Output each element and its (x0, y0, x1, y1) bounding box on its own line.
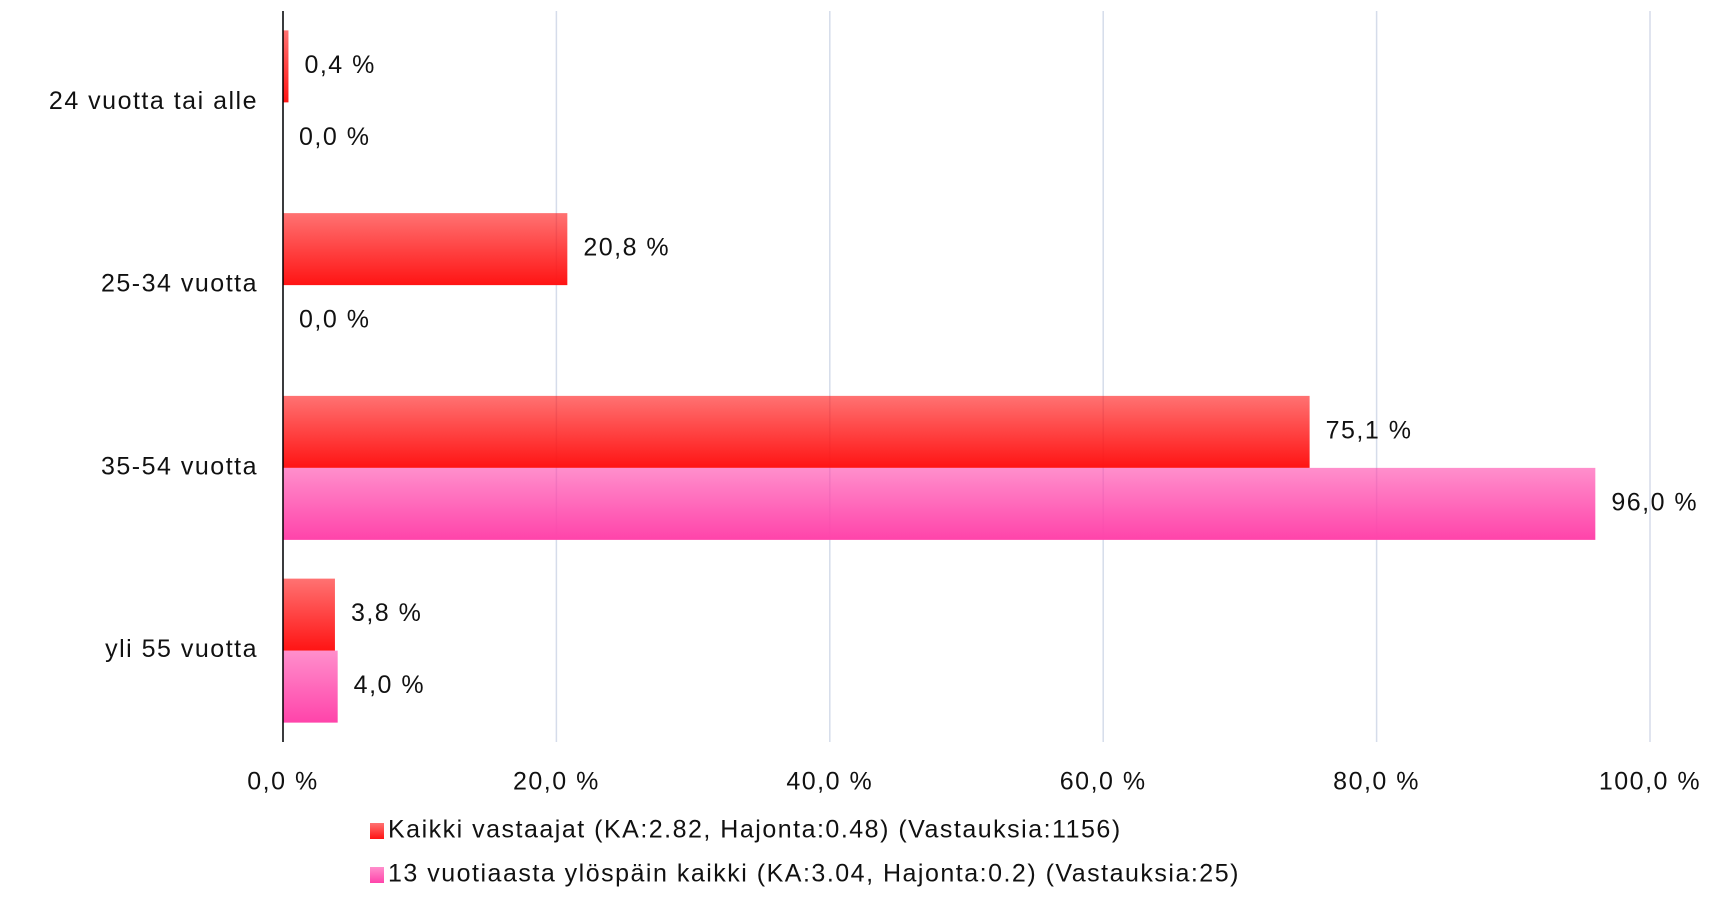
x-tick-label: 40,0 % (786, 768, 873, 796)
legend-label: Kaikki vastaajat (KA:2.82, Hajonta:0.48)… (388, 816, 1122, 844)
x-tick-label: 60,0 % (1060, 768, 1147, 796)
y-tick-label: 24 vuotta tai alle (49, 87, 258, 115)
value-label: 0,4 % (304, 51, 375, 79)
value-label: 3,8 % (351, 599, 422, 627)
bar (283, 213, 568, 286)
x-tick-label: 20,0 % (513, 768, 600, 796)
bar (283, 30, 289, 103)
value-label: 0,0 % (299, 306, 370, 334)
x-tick-label: 0,0 % (247, 768, 318, 796)
bar (283, 395, 1310, 468)
x-tick-label: 100,0 % (1599, 768, 1701, 796)
value-label: 20,8 % (583, 234, 670, 262)
value-label: 96,0 % (1611, 488, 1698, 516)
legend-label: 13 vuotiaasta ylöspäin kaikki (KA:3.04, … (388, 860, 1240, 888)
x-tick-label: 80,0 % (1333, 768, 1420, 796)
bar (283, 650, 338, 723)
value-label: 4,0 % (354, 671, 425, 699)
y-tick-label: yli 55 vuotta (105, 635, 258, 663)
y-tick-label: 35-54 vuotta (101, 452, 258, 480)
y-tick-label: 25-34 vuotta (101, 270, 258, 298)
legend-swatch (370, 823, 384, 839)
bar (283, 467, 1596, 540)
value-label: 75,1 % (1326, 416, 1413, 444)
value-label: 0,0 % (299, 123, 370, 151)
bar (283, 578, 335, 651)
legend-swatch (370, 867, 384, 883)
